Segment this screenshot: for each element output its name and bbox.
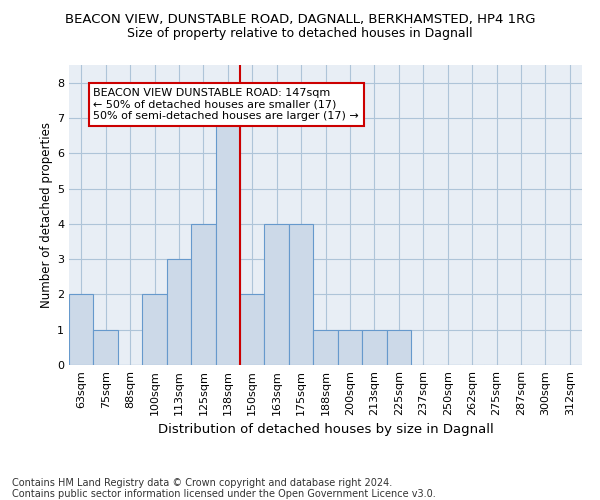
Text: BEACON VIEW, DUNSTABLE ROAD, DAGNALL, BERKHAMSTED, HP4 1RG: BEACON VIEW, DUNSTABLE ROAD, DAGNALL, BE…	[65, 12, 535, 26]
Text: Size of property relative to detached houses in Dagnall: Size of property relative to detached ho…	[127, 28, 473, 40]
Text: BEACON VIEW DUNSTABLE ROAD: 147sqm
← 50% of detached houses are smaller (17)
50%: BEACON VIEW DUNSTABLE ROAD: 147sqm ← 50%…	[94, 88, 359, 121]
Bar	[167, 259, 191, 365]
Y-axis label: Number of detached properties: Number of detached properties	[40, 122, 53, 308]
Bar	[338, 330, 362, 365]
Bar	[386, 330, 411, 365]
Bar	[240, 294, 265, 365]
Bar	[142, 294, 167, 365]
Bar	[362, 330, 386, 365]
Bar	[289, 224, 313, 365]
Text: Contains HM Land Registry data © Crown copyright and database right 2024.
Contai: Contains HM Land Registry data © Crown c…	[12, 478, 436, 499]
Bar	[265, 224, 289, 365]
Bar	[313, 330, 338, 365]
Bar	[69, 294, 94, 365]
Bar	[94, 330, 118, 365]
Bar	[215, 118, 240, 365]
Bar	[191, 224, 215, 365]
X-axis label: Distribution of detached houses by size in Dagnall: Distribution of detached houses by size …	[158, 424, 493, 436]
